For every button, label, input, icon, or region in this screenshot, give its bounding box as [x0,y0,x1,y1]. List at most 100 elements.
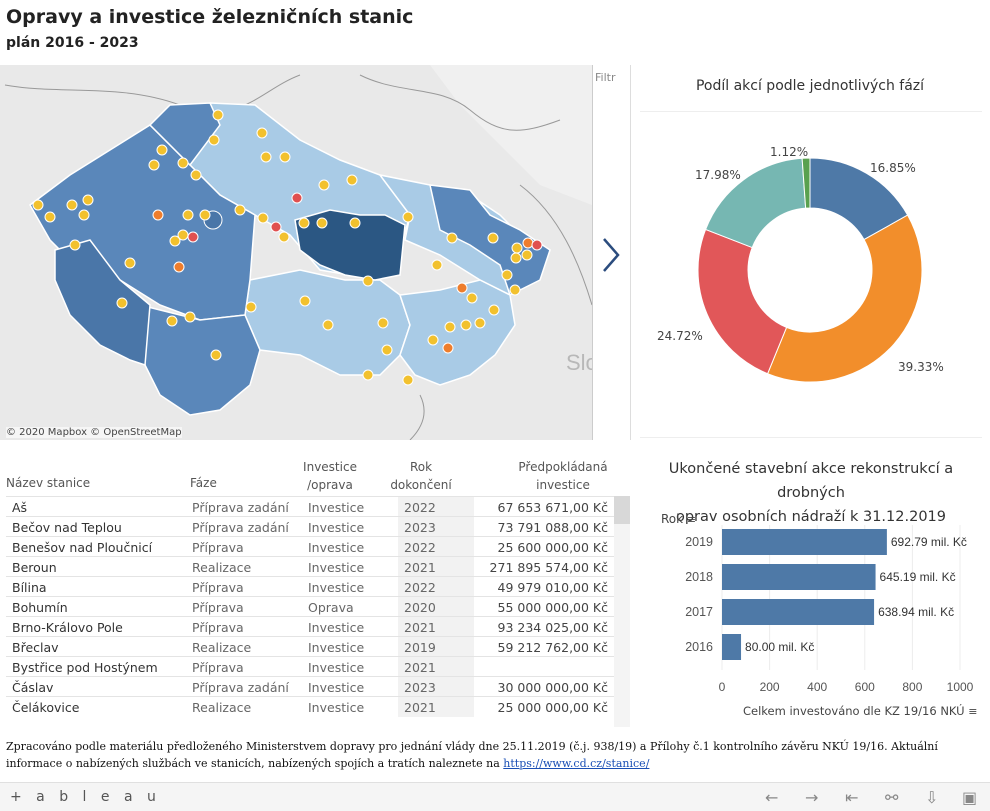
cell-phase: Příprava [192,580,244,595]
y-category-label[interactable]: 2018 [685,570,713,584]
table-row[interactable]: Bílina Příprava Investice 2022 49 979 010,00… [6,576,614,597]
cell-year: 2021 [404,620,436,635]
donut-chart[interactable] [640,120,980,430]
table-row[interactable]: Bystřice pod Hostýnem Příprava Investice 20… [6,656,614,677]
pie-slice[interactable] [766,214,923,383]
cell-name: Bečov nad Teplou [12,520,122,535]
cell-year-bg [398,677,474,697]
column-header-year[interactable]: Rok dokončení [390,460,452,492]
cell-year-bg [398,657,474,677]
stations-table[interactable]: Název stanice Fáze Investice /oprava Rok… [0,450,630,727]
cell-type: Investice [308,620,365,635]
table-row[interactable]: Aš Příprava zadání Investice 2022 67 653 671… [6,496,614,517]
x-tick-label: 200 [760,680,780,694]
table-row[interactable]: Bečov nad Teplou Příprava zadání Investice… [6,516,614,537]
pie-slice-label: 1.12% [770,145,809,159]
cell-name: Břeclav [12,640,59,655]
map-canvas[interactable]: Slo [0,65,598,440]
filter-label[interactable]: Filtr [595,71,616,84]
sort-icon[interactable]: ≡ [686,513,697,526]
table-row[interactable]: Čelákovice Realizace Investice 2021 25 000 0… [6,696,614,717]
cell-year-bg [398,637,474,657]
map-view[interactable]: Slo [0,65,631,440]
cell-phase: Příprava zadání [192,680,289,695]
cell-cost: 67 653 671,00 Kč [497,500,609,515]
cell-cost: 93 234 025,00 Kč [497,620,609,635]
redo-icon[interactable]: → [805,788,819,807]
cell-type: Oprava [308,600,354,615]
table-row[interactable]: Bohumín Příprava Oprava 2020 55 000 000,00 K… [6,596,614,617]
y-category-label[interactable]: 2016 [685,640,713,654]
y-category-label[interactable]: 2017 [685,605,713,619]
table-row[interactable]: Benešov nad Ploučnicí Příprava Investice 20… [6,536,614,557]
pie-slice[interactable] [697,228,788,375]
x-tick-label: 0 [719,680,726,694]
cell-cost: 59 212 762,00 Kč [497,640,609,655]
source-note: Zpracováno podle materiálu předloženého … [6,738,984,772]
pie-chart-title: Podíl akcí podle jednotlivých fází [695,78,925,94]
column-header-phase[interactable]: Fáze [190,476,217,490]
table-scrollbar[interactable] [614,496,630,727]
undo-icon[interactable]: ← [765,788,779,807]
bar-y-header[interactable]: Rok ≡ [661,512,696,526]
cell-year: 2021 [404,560,436,575]
bar[interactable] [722,634,742,660]
column-header-cost[interactable]: Předpokládaná investice [518,460,608,492]
chevron-right-icon[interactable] [600,235,624,275]
bar-x-axis-label[interactable]: Celkem investováno dle KZ 19/16 NKÚ ≡ [743,704,977,718]
dashboard-subtitle: plán 2016 - 2023 [6,35,139,51]
column-header-name[interactable]: Název stanice [6,476,91,490]
cell-cost: 30 000 000,00 Kč [497,680,609,695]
table-row[interactable]: Brno-Královo Pole Příprava Investice 2021 93… [6,616,614,637]
map-station-dots[interactable] [32,109,543,386]
x-tick-label: 400 [807,680,827,694]
cell-year: 2023 [404,520,436,535]
cell-phase: Realizace [192,700,252,715]
tableau-toolbar: + a b l e a u ← → ⇤ ⚯ ⇩ ▣ [0,782,990,811]
bar-x-axis-label-text: Celkem investováno dle KZ 19/16 NKÚ [743,704,965,718]
cd-stations-link[interactable]: https://www.cd.cz/stanice/ [503,757,650,770]
cell-year-bg [398,617,474,637]
cell-year-bg [398,517,474,537]
cell-name: Benešov nad Ploučnicí [12,540,153,555]
cell-type: Investice [308,660,365,675]
bar-chart-title-line2: oprav osobních nádraží k 31.12.2019 [675,509,946,525]
cell-cost: 25 600 000,00 Kč [497,540,609,555]
cell-year: 2020 [404,600,436,615]
sort-icon[interactable]: ≡ [968,705,978,718]
x-tick-label: 1000 [947,680,974,694]
table-row[interactable]: Beroun Realizace Investice 2021 271 895 574,… [6,556,614,577]
bar[interactable] [722,564,876,590]
table-scrollbar-thumb[interactable] [614,496,630,524]
table-row[interactable]: Břeclav Realizace Investice 2019 59 212 762,… [6,636,614,657]
download-icon[interactable]: ⇩ [925,788,939,807]
fullscreen-icon[interactable]: ▣ [962,788,978,807]
filter-panel[interactable] [592,65,630,440]
cell-name: Čáslav [12,680,54,695]
column-header-type[interactable]: Investice /oprava [303,460,357,492]
cell-year: 2022 [404,580,436,595]
pie-slice[interactable] [801,157,811,209]
bar-value-label: 692.79 mil. Kč [891,535,967,549]
cell-phase: Příprava zadání [192,520,289,535]
pie-slice-label: 24.72% [657,329,703,343]
tableau-logo[interactable]: + a b l e a u [10,789,161,805]
cell-phase: Realizace [192,560,252,575]
bar-value-label: 645.19 mil. Kč [880,570,956,584]
revert-icon[interactable]: ⇤ [845,788,859,807]
cell-name: Aš [12,500,28,515]
cell-year-bg [398,577,474,597]
cell-year-bg [398,697,474,717]
cell-year: 2022 [404,500,436,515]
share-icon[interactable]: ⚯ [885,788,899,807]
bar[interactable] [722,599,875,625]
cell-name: Beroun [12,560,57,575]
y-category-label[interactable]: 2019 [685,535,713,549]
bar-chart[interactable]: 0 200 400 600 800 1000 2019 692.79 mil. Kč 2018 6… [640,525,985,725]
cell-phase: Příprava [192,540,244,555]
table-row[interactable]: Čáslav Příprava zadání Investice 2023 30 000… [6,676,614,697]
map-attribution[interactable]: © 2020 Mapbox © OpenStreetMap [6,427,182,438]
bar[interactable] [722,529,887,555]
cell-name: Brno-Královo Pole [12,620,123,635]
cell-type: Investice [308,640,365,655]
